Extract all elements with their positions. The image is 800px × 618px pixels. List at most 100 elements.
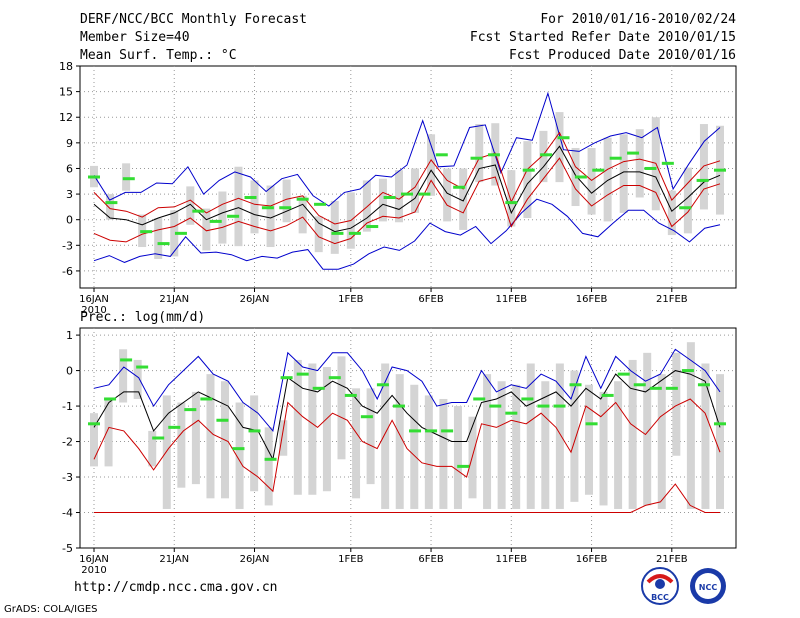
panel1-obs-mark: [140, 230, 153, 234]
panel2-range-box: [584, 384, 593, 495]
panel1-ytick-label: 9: [66, 137, 73, 150]
panel2-obs-mark: [264, 457, 277, 461]
panel2-range-box: [235, 402, 244, 509]
panel2-obs-mark: [184, 408, 197, 412]
panel2-obs-mark: [120, 358, 133, 362]
panel2-range-box: [250, 395, 259, 492]
panel2-obs-mark: [441, 429, 454, 433]
panel1-range-box: [427, 134, 436, 196]
panel2-range-box: [381, 363, 390, 509]
panel2-range-box: [352, 388, 361, 499]
panel1-range-box: [603, 137, 612, 222]
prec-title: Prec.: log(mm/d): [80, 310, 205, 325]
panel1-xtick-label: 16FEB: [576, 294, 608, 305]
panel1-line-max: [93, 198, 721, 270]
panel2-obs-mark: [457, 464, 470, 468]
produced-date: Fcst Produced Date 2010/01/16: [509, 48, 736, 63]
panel1-xtick-label: 1FEB: [338, 294, 363, 305]
panel1-range-box: [683, 167, 692, 234]
panel2-range-box: [308, 363, 317, 495]
panel2-obs-mark: [216, 418, 229, 422]
panel2-obs-mark: [601, 393, 614, 397]
panel1-range-box: [523, 141, 532, 218]
forecast-range: For 2010/01/16-2010/02/24: [540, 12, 736, 27]
panel1-obs-mark: [435, 153, 448, 157]
panel2-range-box: [526, 363, 535, 509]
panel1-ytick-label: 3: [66, 188, 73, 201]
panel2-range-box: [264, 427, 273, 506]
panel2-range-box: [119, 349, 128, 403]
panel1-obs-mark: [209, 219, 222, 223]
panel2-obs-mark: [714, 422, 726, 426]
panel1-obs-mark: [609, 156, 622, 160]
panel1-range-box: [170, 210, 179, 257]
panel1-obs-mark: [192, 209, 205, 213]
panel1-ytick-label: -3: [62, 239, 73, 252]
panel1-obs-mark: [88, 175, 100, 179]
panel2-range-box: [453, 406, 462, 509]
bcc-logo: BCC: [641, 567, 679, 605]
panel2-obs-mark: [585, 422, 598, 426]
panel2-obs-mark: [248, 429, 261, 433]
panel1-range-box: [314, 216, 323, 253]
panel2-line-upper: [93, 348, 721, 433]
panel2-obs-mark: [136, 365, 149, 369]
panel1-ytick-label: 12: [59, 111, 73, 124]
panel1-obs-mark: [574, 175, 587, 179]
panel1-ytick-label: 0: [66, 214, 73, 227]
panel2-xtick-label: 16FEB: [576, 554, 608, 565]
panel1-obs-mark: [157, 242, 170, 246]
panel1-obs-mark: [644, 166, 657, 170]
panel2-obs-mark: [296, 372, 309, 376]
panel1-obs-mark: [383, 195, 396, 199]
panel2-ytick-label: -5: [62, 542, 73, 555]
panel1-range-box: [282, 179, 291, 223]
panel2-range-box: [410, 384, 419, 509]
panel2-range-box: [628, 359, 637, 509]
panel2-ytick-label: -1: [62, 400, 73, 413]
panel2-obs-mark: [537, 404, 550, 408]
panel1-range-box: [330, 200, 339, 254]
started-date: Fcst Started Refer Date 2010/01/15: [469, 30, 736, 45]
panel1-obs-mark: [627, 151, 640, 155]
panel1-obs-mark: [401, 192, 413, 196]
panel2-obs-mark: [681, 369, 694, 373]
panel2-range-box: [483, 374, 492, 509]
panel1-obs-mark: [696, 178, 709, 182]
panel1-range-box: [218, 191, 227, 244]
panel1-range-box: [459, 168, 468, 230]
panel2-range-box: [279, 420, 288, 456]
panel1-obs-mark: [261, 206, 274, 210]
panel2-ytick-label: -3: [62, 471, 73, 484]
panel1-obs-mark: [348, 231, 361, 235]
panel2-obs-mark: [376, 383, 389, 387]
panel1-obs-mark: [244, 195, 257, 199]
panel2-obs-mark: [200, 397, 213, 401]
panel2-range-box: [337, 356, 346, 460]
panel2-line-red_lower: [93, 398, 721, 493]
panel2-ytick-label: 1: [66, 329, 73, 342]
panel1-range-box: [667, 190, 676, 236]
panel1-range-box: [635, 129, 644, 198]
panel2-range-box: [177, 402, 186, 488]
panel2-obs-mark: [617, 372, 630, 376]
footer-url[interactable]: http://cmdp.ncc.cma.gov.cn: [74, 580, 278, 595]
variable-label: Mean Surf. Temp.: °C: [80, 48, 237, 63]
panel1-obs-mark: [470, 156, 483, 160]
panel1-range-box: [378, 178, 387, 222]
panel1-obs-mark: [714, 168, 726, 172]
panel2-range-box: [293, 359, 302, 495]
panel2-range-box: [104, 398, 113, 467]
panel2-obs-mark: [489, 404, 502, 408]
panel1-range-box: [587, 147, 596, 215]
panel2-obs-mark: [521, 397, 534, 401]
panel2-range-box: [555, 363, 564, 509]
panel1-xtick-year: 2010: [81, 305, 106, 316]
panel1-ytick-label: 6: [66, 162, 73, 175]
panel1-range-box: [202, 208, 211, 251]
panel1-range-box: [186, 186, 195, 225]
panel2-obs-mark: [569, 383, 582, 387]
panel2-obs-mark: [505, 411, 518, 415]
panel2-xtick-label: 16JAN: [79, 554, 109, 565]
panel2-range-box: [162, 395, 171, 509]
